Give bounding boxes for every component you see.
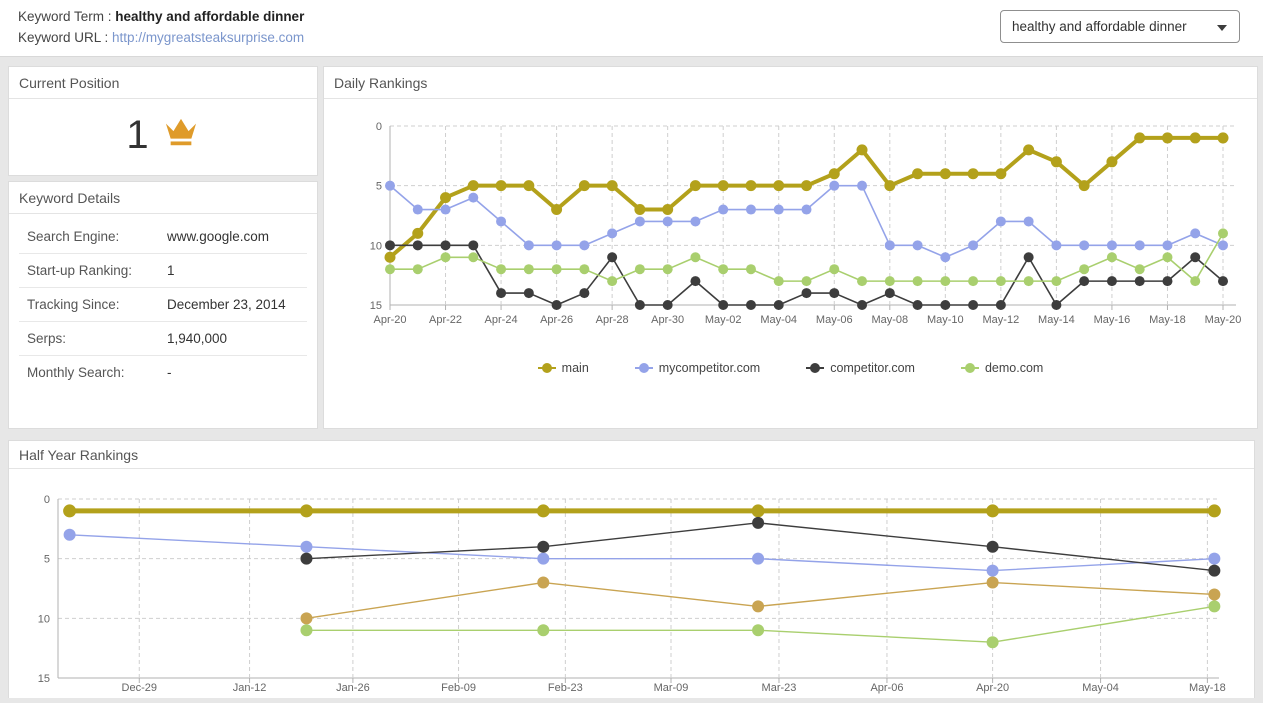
svg-text:Apr-24: Apr-24: [485, 314, 518, 326]
svg-text:May-04: May-04: [760, 314, 797, 326]
legend-label: main: [561, 361, 589, 375]
detail-value: 1,940,000: [167, 331, 228, 346]
detail-value: December 23, 2014: [167, 297, 286, 312]
daily-rankings-legend: main mycompetitor.com competitor.com demo.c…: [324, 361, 1257, 375]
legend-marker-icon: [537, 363, 556, 373]
detail-value: 1: [167, 263, 175, 278]
current-position-title: Current Position: [9, 67, 317, 99]
keyword-url-link[interactable]: http://mygreatsteaksurprise.com: [112, 30, 305, 45]
svg-text:Apr-20: Apr-20: [373, 314, 406, 326]
legend-label: demo.com: [984, 361, 1044, 375]
detail-row-tracking-since: Tracking Since: December 23, 2014: [19, 288, 307, 322]
svg-text:Mar-09: Mar-09: [654, 682, 689, 694]
detail-row-search-engine: Search Engine: www.google.com: [19, 220, 307, 254]
svg-text:May-04: May-04: [1082, 682, 1119, 694]
detail-label: Monthly Search:: [27, 365, 125, 380]
svg-text:5: 5: [44, 554, 50, 566]
detail-value: www.google.com: [167, 229, 270, 244]
half-year-rankings-chart: 0 5 10 15 Dec-29 Jan-12 Jan-26 Feb-09 Feb-23 Mar-…: [38, 494, 1226, 694]
svg-text:Feb-23: Feb-23: [548, 682, 583, 694]
svg-text:May-10: May-10: [927, 314, 964, 326]
svg-text:May-14: May-14: [1038, 314, 1075, 326]
keyword-select[interactable]: healthy and affordable dinner: [1000, 10, 1240, 43]
daily-rankings-chart: 0 5 10 15 Apr-20 Apr-22 Apr-24 Apr-26 Apr-28 Apr-…: [370, 121, 1242, 326]
detail-label: Serps:: [27, 331, 67, 346]
keyword-details-rows: Search Engine: www.google.com Start-up R…: [9, 214, 317, 389]
svg-text:15: 15: [38, 673, 50, 685]
legend-marker-icon: [960, 363, 979, 373]
keyword-term-value: healthy and affordable dinner: [115, 9, 305, 24]
svg-text:Dec-29: Dec-29: [122, 682, 157, 694]
current-position-panel: Current Position 1: [8, 66, 318, 176]
chevron-down-icon: [1217, 25, 1227, 31]
svg-text:0: 0: [376, 121, 382, 133]
svg-text:May-18: May-18: [1149, 314, 1186, 326]
daily-rankings-title: Daily Rankings: [324, 67, 1257, 99]
legend-item-main[interactable]: main: [537, 361, 589, 375]
current-position-value: 1: [126, 112, 149, 157]
keyword-select-value: healthy and affordable dinner: [1012, 19, 1187, 34]
svg-text:Mar-23: Mar-23: [762, 682, 797, 694]
top-bar: Keyword Term : healthy and affordable di…: [0, 0, 1263, 57]
keyword-details-title: Keyword Details: [9, 182, 317, 214]
crown-icon: [162, 117, 200, 154]
current-position-body: 1: [9, 99, 317, 171]
svg-text:May-18: May-18: [1189, 682, 1226, 694]
svg-text:Apr-22: Apr-22: [429, 314, 462, 326]
svg-text:15: 15: [370, 300, 382, 312]
svg-text:10: 10: [370, 240, 382, 252]
legend-label: competitor.com: [830, 361, 915, 375]
svg-text:May-12: May-12: [983, 314, 1020, 326]
svg-text:Apr-26: Apr-26: [540, 314, 573, 326]
legend-label: mycompetitor.com: [658, 361, 761, 375]
svg-text:May-02: May-02: [705, 314, 742, 326]
keyword-url-line: Keyword URL : http://mygreatsteaksurpris…: [18, 30, 304, 45]
detail-row-monthly-search: Monthly Search: -: [19, 356, 307, 389]
legend-marker-icon: [806, 363, 825, 373]
svg-text:Feb-09: Feb-09: [441, 682, 476, 694]
half-year-rankings-panel: Half Year Rankings 0 5 10 15 Dec-29 Jan-12 Jan…: [8, 440, 1255, 698]
svg-text:Jan-12: Jan-12: [233, 682, 267, 694]
svg-text:Apr-20: Apr-20: [976, 682, 1009, 694]
svg-text:Apr-30: Apr-30: [651, 314, 684, 326]
svg-text:0: 0: [44, 494, 50, 506]
keyword-term-line: Keyword Term : healthy and affordable di…: [18, 9, 304, 24]
legend-item-competitor-com[interactable]: competitor.com: [806, 361, 915, 375]
half-year-rankings-title: Half Year Rankings: [9, 441, 1254, 469]
detail-row-startup-ranking: Start-up Ranking: 1: [19, 254, 307, 288]
detail-row-serps: Serps: 1,940,000: [19, 322, 307, 356]
svg-text:May-06: May-06: [816, 314, 853, 326]
svg-text:Apr-28: Apr-28: [596, 314, 629, 326]
svg-text:5: 5: [376, 181, 382, 193]
detail-value: -: [167, 365, 172, 380]
svg-text:10: 10: [38, 613, 50, 625]
legend-item-mycompetitor-com[interactable]: mycompetitor.com: [634, 361, 761, 375]
svg-text:Apr-06: Apr-06: [870, 682, 903, 694]
svg-text:Jan-26: Jan-26: [336, 682, 370, 694]
keyword-url-label: Keyword URL :: [18, 30, 109, 45]
keyword-term-label: Keyword Term :: [18, 9, 112, 24]
legend-marker-icon: [634, 363, 653, 373]
svg-text:May-20: May-20: [1205, 314, 1242, 326]
svg-text:May-16: May-16: [1094, 314, 1131, 326]
keyword-details-panel: Keyword Details Search Engine: www.googl…: [8, 181, 318, 429]
legend-item-demo-com[interactable]: demo.com: [960, 361, 1044, 375]
svg-text:May-08: May-08: [871, 314, 908, 326]
detail-label: Tracking Since:: [27, 297, 120, 312]
detail-label: Start-up Ranking:: [27, 263, 133, 278]
daily-rankings-panel: Daily Rankings 0 5 10 15 Apr-20 Apr-22 Apr-24 A…: [323, 66, 1258, 429]
detail-label: Search Engine:: [27, 229, 120, 244]
